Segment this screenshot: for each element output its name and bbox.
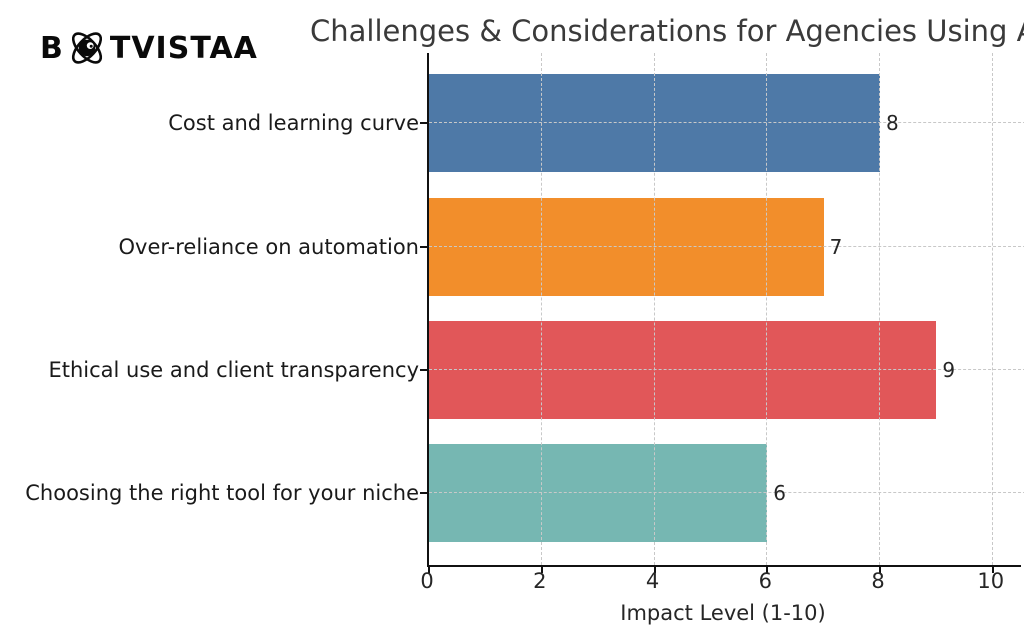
x-tick-label: 4: [645, 569, 660, 593]
horizontal-gridline: [429, 368, 1024, 370]
bar-1: [429, 74, 881, 172]
y-tick-mark: [420, 368, 427, 371]
x-tick-mark: [879, 567, 882, 573]
value-label: 9: [942, 357, 956, 382]
value-label: 8: [886, 111, 899, 135]
value-label: 7: [829, 234, 843, 259]
horizontal-gridline: [429, 492, 1024, 493]
x-tick-label: 10: [977, 569, 1005, 593]
vertical-gridline: [991, 53, 993, 565]
vertical-gridline: [540, 53, 542, 565]
bar-3: [429, 320, 937, 419]
chart-title: Challenges & Considerations for Agencies…: [310, 14, 1024, 48]
horizontal-gridline: [429, 122, 1024, 123]
brand-prefix: B: [40, 30, 64, 66]
vertical-gridline: [766, 53, 768, 565]
x-tick-label: 8: [871, 569, 885, 593]
x-axis-label: Impact Level (1-10): [620, 601, 826, 625]
x-tick-label: 0: [420, 569, 434, 593]
x-tick-mark: [766, 567, 769, 573]
x-tick-mark: [428, 567, 430, 573]
category-label: Ethical use and client transparency: [48, 357, 419, 382]
brand-suffix: TVISTAA: [109, 30, 258, 66]
y-tick-mark: [420, 245, 427, 248]
category-label: Choosing the right tool for your niche: [25, 481, 419, 505]
x-tick-label: 6: [758, 569, 772, 593]
y-tick-mark: [420, 492, 427, 494]
atom-bot-icon: [71, 32, 102, 64]
horizontal-gridline: [429, 245, 1024, 247]
x-tick-mark: [653, 567, 656, 573]
plot-area: [420, 53, 1024, 573]
bar-2: [429, 197, 824, 296]
y-tick-mark: [420, 122, 427, 124]
vertical-gridline: [653, 53, 655, 565]
value-label: 6: [773, 481, 787, 505]
x-tick-label: 2: [533, 569, 547, 593]
vertical-gridline: [879, 53, 881, 565]
category-label: Cost and learning curve: [168, 111, 419, 135]
category-label: Over-reliance on automation: [118, 234, 419, 259]
x-tick-mark: [991, 567, 994, 573]
bar-4: [429, 444, 768, 542]
brand-logo: B TVISTAA: [40, 27, 258, 69]
x-tick-mark: [540, 567, 543, 573]
